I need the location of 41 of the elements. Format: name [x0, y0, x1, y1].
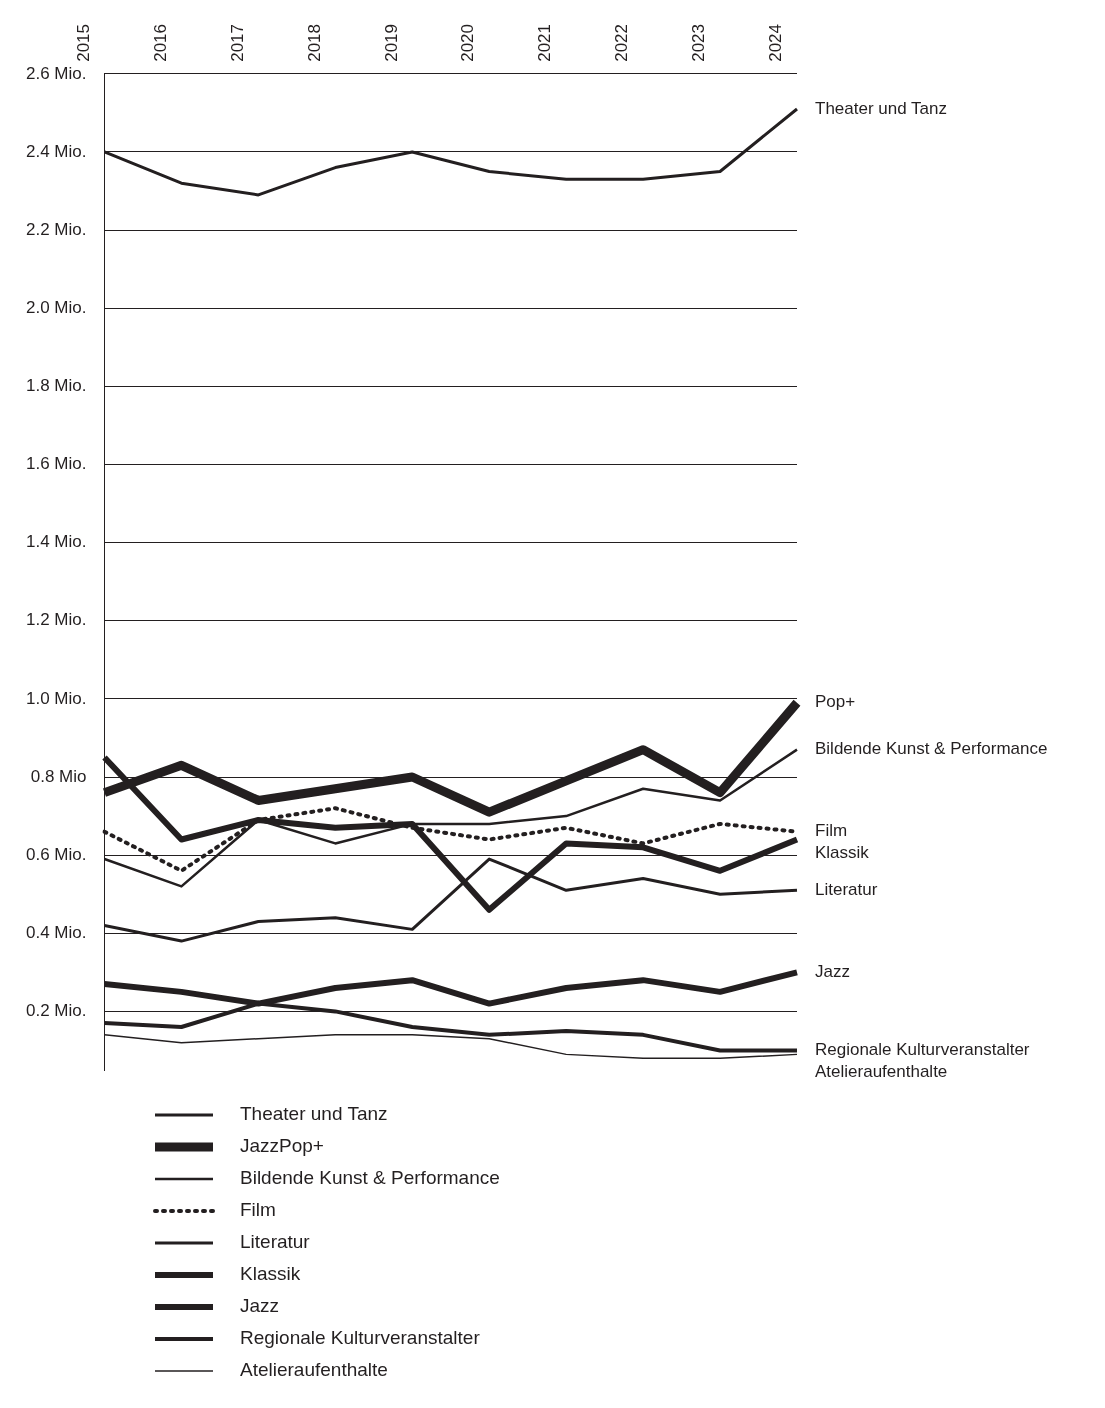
text: Film	[815, 821, 848, 841]
x-tick-label: 2024	[766, 23, 786, 62]
y-tick-label: 1.6 Mio.	[25, 454, 87, 474]
text: Klassik	[815, 843, 870, 863]
y-tick-label: 0.2 Mio.	[25, 1001, 87, 1021]
text: Literatur	[815, 879, 878, 899]
x-tick-label: 2015	[73, 23, 93, 62]
legend-label: JazzPop+	[240, 1135, 324, 1157]
x-tick-label: 2019	[381, 23, 401, 62]
x-tick-label: 2021	[535, 23, 555, 62]
y-tick-label: 1.4 Mio.	[25, 532, 87, 552]
y-tick-label: 0.6 Mio.	[25, 844, 87, 864]
x-tick-label: 2017	[227, 23, 247, 62]
legend-label: Theater und Tanz	[240, 1103, 388, 1125]
text: Pop+	[815, 692, 856, 712]
x-tick-label: 2016	[150, 23, 170, 62]
legend-label: Literatur	[240, 1231, 311, 1253]
legend-label: Film	[240, 1199, 276, 1221]
legend-label: Jazz	[240, 1295, 280, 1317]
y-tick-label: 0.8 Mio	[30, 766, 87, 786]
legend-label: Bildende Kunst & Performance	[240, 1167, 500, 1189]
legend-label: Klassik	[240, 1263, 301, 1285]
y-tick-label: 1.0 Mio.	[25, 688, 87, 708]
y-tick-label: 2.4 Mio.	[25, 141, 87, 161]
text: Regionale Kulturveranstalter	[815, 1040, 1030, 1060]
y-tick-label: 1.2 Mio.	[25, 610, 87, 630]
x-tick-label: 2020	[458, 23, 478, 62]
x-tick-label: 2018	[304, 23, 324, 62]
x-tick-label: 2023	[689, 23, 709, 62]
y-tick-label: 2.6 Mio.	[25, 63, 87, 83]
y-tick-label: 2.0 Mio.	[25, 297, 87, 317]
text: Atelieraufenthalte	[815, 1062, 948, 1082]
y-tick-label: 0.4 Mio.	[25, 922, 87, 942]
text: Theater und Tanz	[815, 98, 947, 118]
x-tick-label: 2022	[612, 23, 632, 62]
legend-label: Atelieraufenthalte	[240, 1359, 388, 1381]
text: Jazz	[815, 962, 850, 982]
text: Bildende Kunst & Performance	[815, 739, 1048, 759]
legend-label: Regionale Kulturveranstalter	[240, 1327, 481, 1349]
y-tick-label: 1.8 Mio.	[25, 376, 87, 396]
y-tick-label: 2.2 Mio.	[25, 219, 87, 239]
